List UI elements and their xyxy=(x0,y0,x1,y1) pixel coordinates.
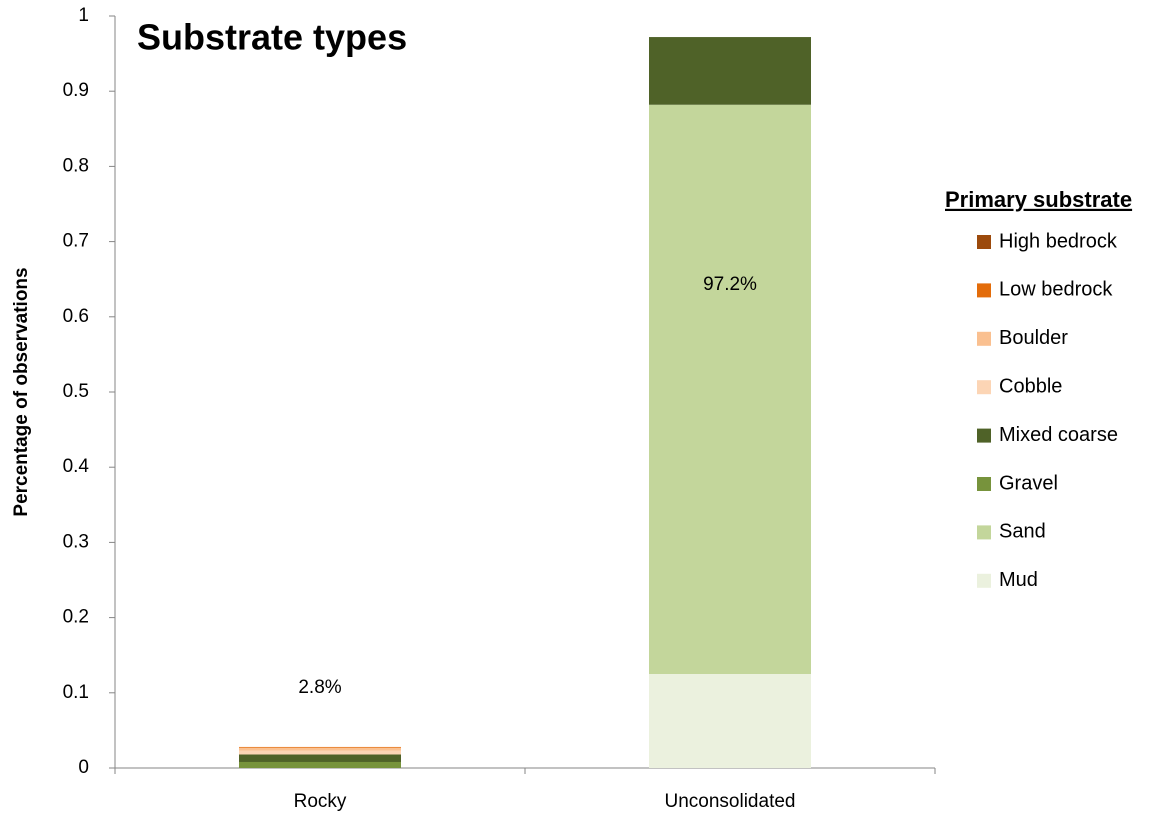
y-tick-label: 0.7 xyxy=(63,231,89,252)
y-tick-label: 0.8 xyxy=(63,155,89,176)
y-tick-label: 0.4 xyxy=(63,456,90,477)
y-tick-label: 0.6 xyxy=(63,306,89,327)
y-tick-label: 0.1 xyxy=(63,682,89,703)
bar-segment xyxy=(649,37,811,105)
legend-swatch xyxy=(977,380,991,395)
legend-swatch xyxy=(977,235,991,249)
y-axis-label: Percentage of observations xyxy=(11,267,32,516)
total-label: 97.2% xyxy=(703,274,757,295)
y-tick-label: 0 xyxy=(78,757,89,778)
y-tick-label: 0.9 xyxy=(63,80,89,101)
y-tick-label: 0.2 xyxy=(63,607,89,628)
bar-segment xyxy=(649,674,811,768)
legend-swatch xyxy=(977,573,991,588)
legend-label: Gravel xyxy=(999,472,1058,494)
x-tick-label: Rocky xyxy=(294,791,347,812)
bar-segment xyxy=(239,746,401,748)
legend-label: Cobble xyxy=(999,375,1062,397)
legend-swatch xyxy=(977,477,991,491)
legend-label: Mud xyxy=(999,569,1038,591)
y-tick-label: 0.5 xyxy=(63,381,89,402)
legend-swatch xyxy=(977,283,991,298)
bar-segment xyxy=(239,747,401,751)
y-tick-label: 1 xyxy=(78,5,89,26)
total-label: 2.8% xyxy=(298,677,341,698)
legend-swatch xyxy=(977,331,991,346)
legend-label: Boulder xyxy=(999,327,1068,349)
legend-label: High bedrock xyxy=(999,230,1118,252)
bar-segment xyxy=(239,750,401,755)
bar-segment xyxy=(649,104,811,674)
bar-segment xyxy=(239,754,401,762)
x-tick-label: Unconsolidated xyxy=(665,791,796,812)
bar-segment xyxy=(239,761,401,768)
legend-title: Primary substrate xyxy=(945,187,1132,212)
chart-title: Substrate types xyxy=(137,17,407,58)
y-tick-label: 0.3 xyxy=(63,531,89,552)
legend-swatch xyxy=(977,525,991,540)
legend-label: Sand xyxy=(999,521,1046,543)
legend-swatch xyxy=(977,428,991,443)
legend-label: Mixed coarse xyxy=(999,424,1118,446)
legend-label: Low bedrock xyxy=(999,279,1113,301)
